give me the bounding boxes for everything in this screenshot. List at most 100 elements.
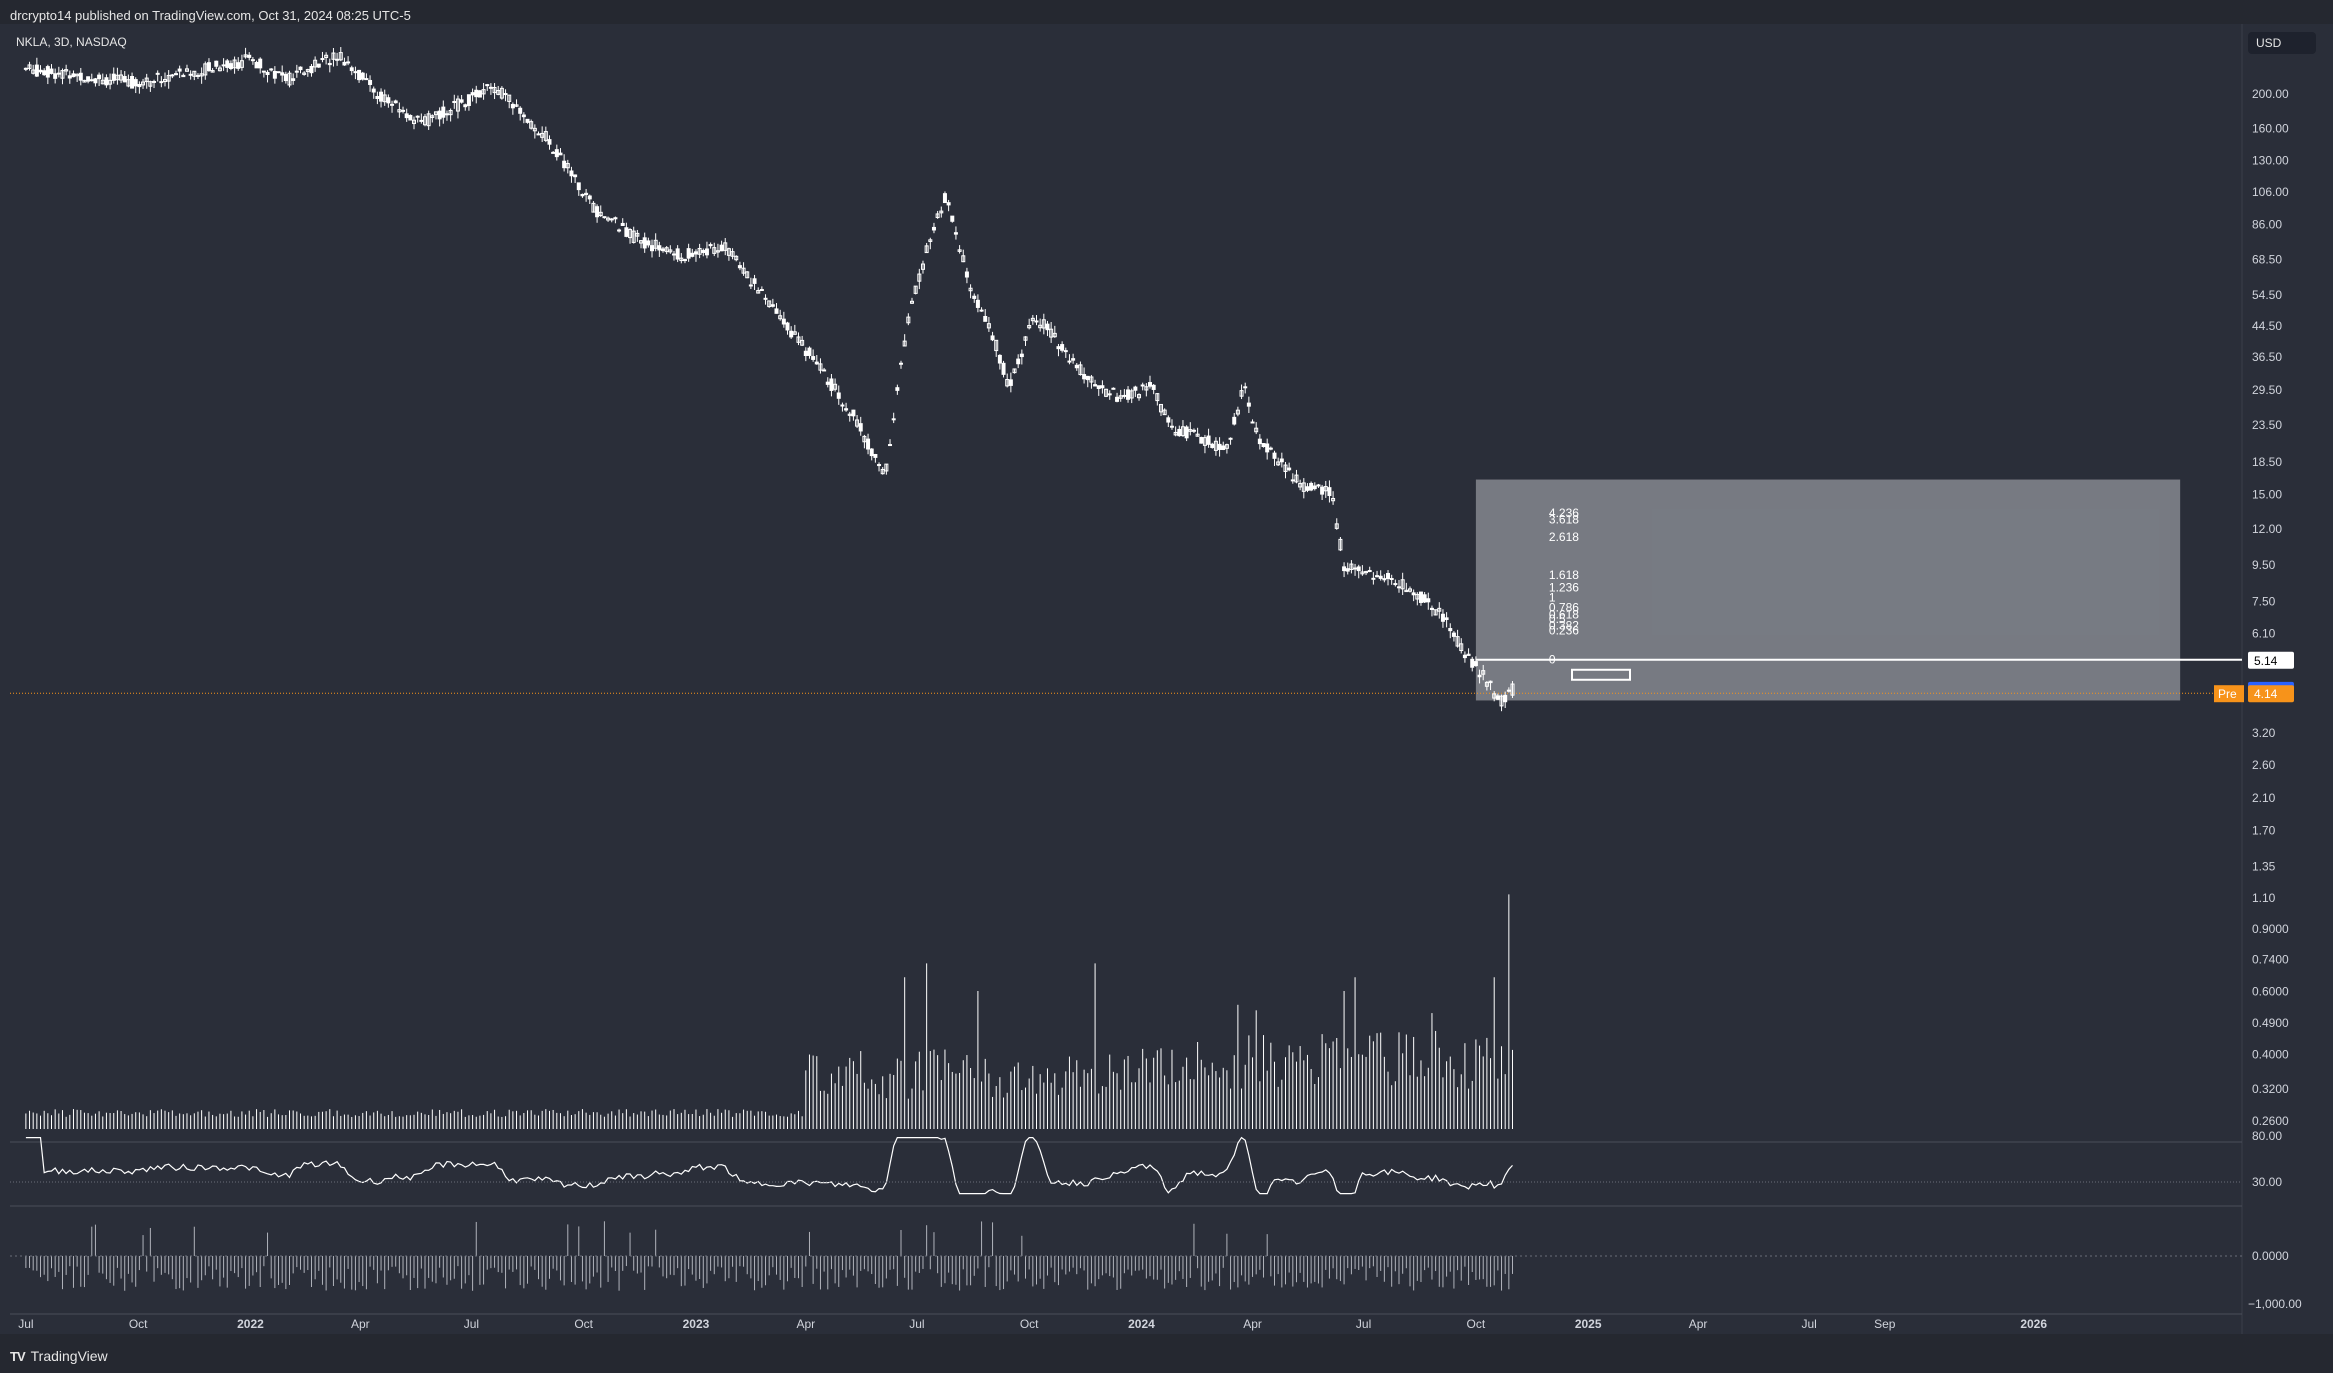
candle-body (1008, 379, 1013, 386)
candle-body (551, 151, 556, 154)
candle-body (858, 423, 863, 432)
candle-body (64, 69, 69, 72)
time-tick-label: Oct (129, 1317, 148, 1331)
candle-body (166, 74, 171, 82)
time-tick-label: Jul (464, 1317, 479, 1331)
candle-body (690, 252, 695, 257)
time-tick-label: Jul (1356, 1317, 1371, 1331)
candle-body (576, 182, 581, 191)
candle-body (287, 72, 292, 86)
tradingview-brand[interactable]: TV TradingView (10, 1348, 108, 1364)
candle-body (177, 68, 182, 72)
candle-body (942, 193, 947, 204)
candle-body (686, 248, 691, 259)
candle-body (31, 69, 36, 74)
candle-body (679, 257, 684, 262)
candle-body (1078, 364, 1083, 376)
candle-body (265, 71, 270, 76)
candle-body (100, 79, 105, 85)
candle-body (349, 67, 354, 72)
candle-body (1309, 482, 1314, 491)
candle-body (309, 65, 314, 74)
chart-svg[interactable]: 200.00160.00130.00106.0086.0068.5054.504… (0, 0, 2333, 1334)
time-tick-label: Apr (351, 1317, 370, 1331)
candle-body (950, 215, 955, 222)
candle-body (1294, 474, 1299, 483)
candle-body (909, 300, 914, 304)
currency-button[interactable]: USD (2248, 32, 2316, 54)
candle-body (979, 309, 984, 312)
candle-body (452, 100, 457, 103)
candle-body (291, 78, 296, 81)
candle-body (276, 71, 281, 74)
candle-body (1312, 485, 1317, 490)
candle-body (961, 255, 966, 263)
candle-body (862, 435, 867, 443)
candle-body (130, 75, 135, 89)
candle-body (1001, 362, 1006, 375)
candle-body (485, 84, 490, 87)
candle-body (1353, 567, 1358, 570)
candle-body (829, 378, 834, 391)
candle-body (1342, 566, 1347, 572)
candle-body (1451, 632, 1456, 637)
time-tick-label: 2025 (1575, 1317, 1602, 1331)
price-tick-label: 0.3200 (2252, 1082, 2289, 1096)
price-tick-label: 3.20 (2252, 726, 2276, 740)
candle-body (510, 103, 515, 109)
candle-body (701, 250, 706, 253)
candle-body (371, 88, 376, 93)
candle-body (844, 408, 849, 411)
candle-body (939, 210, 944, 214)
candle-body (924, 245, 929, 254)
candle-body (800, 339, 805, 346)
candle-body (1356, 566, 1361, 572)
price-tick-label: 0.6000 (2252, 985, 2289, 999)
time-tick-label: Jul (18, 1317, 33, 1331)
candle-body (704, 248, 709, 256)
candle-body (89, 79, 94, 82)
candle-body (756, 290, 761, 294)
candle-body (426, 113, 431, 127)
candle-body (254, 61, 259, 69)
candle-body (1378, 575, 1383, 579)
candle-body (957, 249, 962, 252)
symbol-label: NKLA, 3D, NASDAQ (16, 35, 127, 49)
candle-body (203, 63, 208, 76)
candle-body (247, 54, 252, 58)
candle-body (1268, 447, 1273, 450)
candle-body (45, 66, 50, 78)
candle-body (1137, 394, 1142, 399)
price-tick-label: 2.60 (2252, 758, 2276, 772)
time-tick-label: Jul (1801, 1317, 1816, 1331)
candle-body (1323, 486, 1328, 492)
candle-body (708, 244, 713, 247)
candle-body (986, 323, 991, 329)
candle-body (591, 202, 596, 213)
candle-body (1261, 443, 1266, 448)
candle-body (1400, 579, 1405, 590)
candle-body (474, 89, 479, 98)
price-tick-label: 54.50 (2252, 288, 2282, 302)
candle-body (360, 72, 365, 80)
price-tick-label: 160.00 (2252, 121, 2289, 135)
candle-body (1422, 594, 1427, 603)
price-tick-label: 130.00 (2252, 154, 2289, 168)
candle-body (770, 304, 775, 307)
candle-body (1246, 402, 1251, 407)
last-value-label: 4.14 (2254, 687, 2278, 701)
candle-body (272, 70, 277, 79)
candle-body (1389, 578, 1394, 581)
candle-body (613, 217, 618, 220)
candle-body (1140, 384, 1145, 387)
candle-body (1470, 658, 1475, 668)
candle-body (141, 81, 146, 86)
candle-body (1254, 427, 1259, 433)
fib-level-label: 4.236 (1549, 506, 1579, 520)
candle-body (404, 113, 409, 119)
candle-body (1093, 384, 1098, 387)
fib-level-label: 0.382 (1549, 618, 1579, 632)
candle-body (1030, 317, 1035, 322)
candle-body (56, 72, 61, 75)
rsi-line (25, 1136, 1513, 1195)
